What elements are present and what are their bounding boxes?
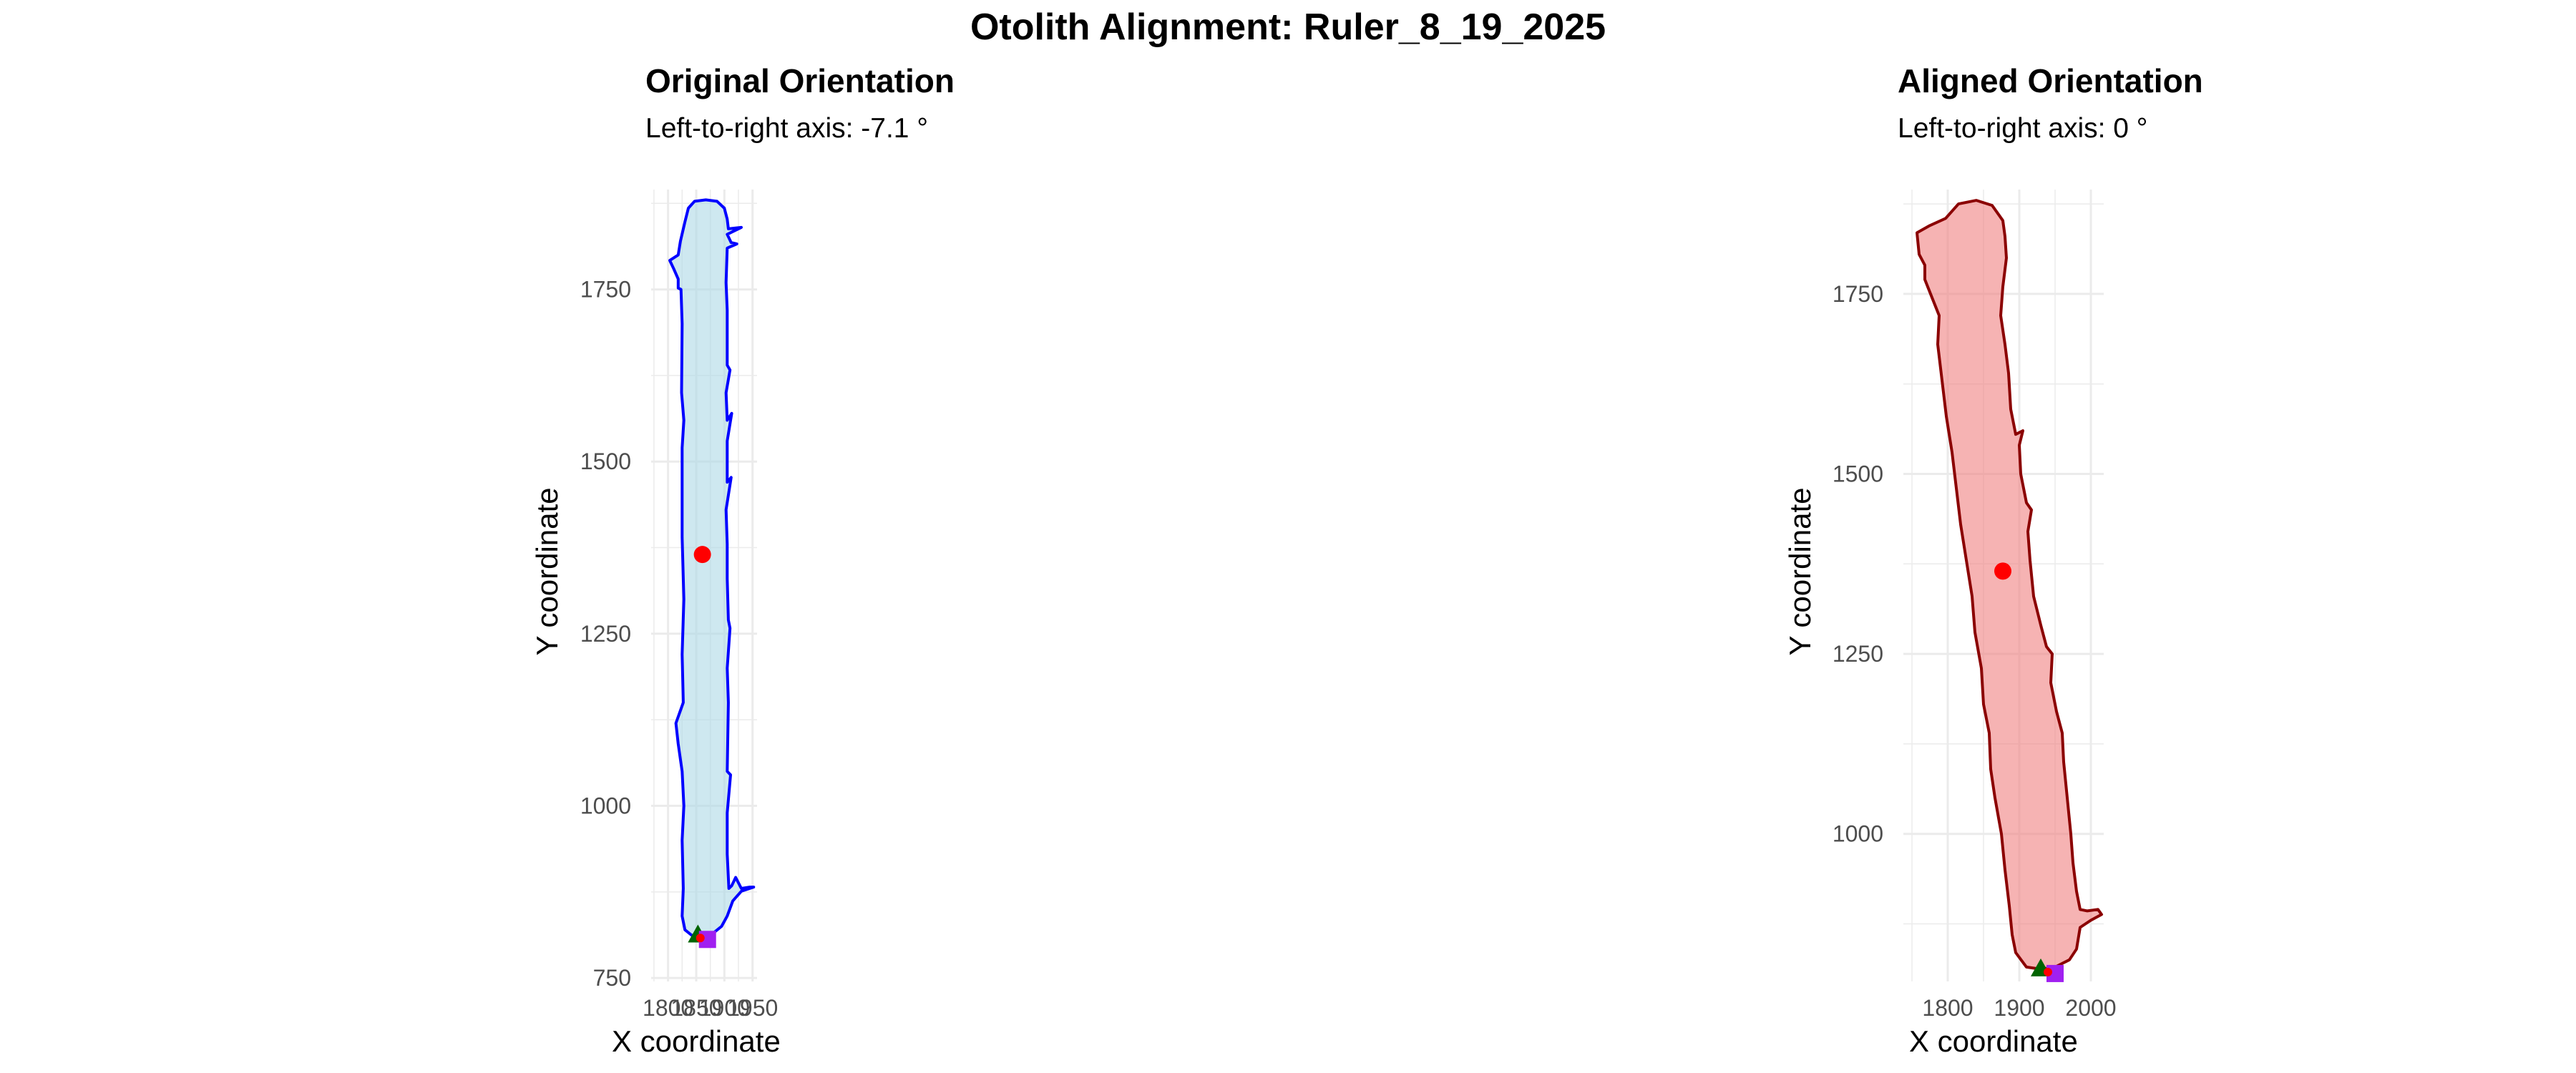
left-x-tick-label: 1900 [699, 995, 750, 1021]
left-x-axis-label: X coordinate [612, 1024, 781, 1058]
left-centroid-point [693, 546, 711, 564]
left-endpoint-dot [696, 934, 705, 943]
left-panel-subtitle: Left-to-right axis: -7.1 ° [645, 113, 928, 144]
left-panel-title: Original Orientation [645, 62, 955, 99]
right-x-tick-label: 2000 [2065, 995, 2116, 1021]
right-endpoint-dot [2044, 967, 2052, 976]
right-centroid-point [1994, 562, 2011, 580]
right-otolith-outline [1916, 199, 2103, 971]
right-y-tick-label: 1250 [1833, 641, 1883, 667]
left-y-tick-label: 1250 [580, 621, 631, 647]
figure-title: Otolith Alignment: Ruler_8_19_2025 [970, 6, 1606, 48]
right-x-tick-label: 1800 [1922, 995, 1973, 1021]
right-panel-title: Aligned Orientation [1898, 62, 2203, 99]
right-x-axis-label: X coordinate [1909, 1024, 2078, 1058]
right-y-tick-label: 1500 [1833, 461, 1883, 487]
left-otolith-outline [668, 198, 756, 937]
right-x-tick-label: 1900 [1994, 995, 2044, 1021]
left-y-tick-label: 1750 [580, 277, 631, 303]
left-x-tick-label: 1950 [727, 995, 778, 1021]
left-x-tick-label: 1850 [670, 995, 721, 1021]
right-y-tick-label: 1750 [1833, 281, 1883, 307]
left-y-tick-label: 1500 [580, 449, 631, 474]
left-y-tick-label: 750 [593, 965, 631, 991]
left-x-tick-label: 1800 [643, 995, 693, 1021]
right-panel-subtitle: Left-to-right axis: 0 ° [1898, 113, 2148, 144]
right-y-tick-label: 1000 [1833, 821, 1883, 847]
left-y-tick-label: 1000 [580, 793, 631, 819]
